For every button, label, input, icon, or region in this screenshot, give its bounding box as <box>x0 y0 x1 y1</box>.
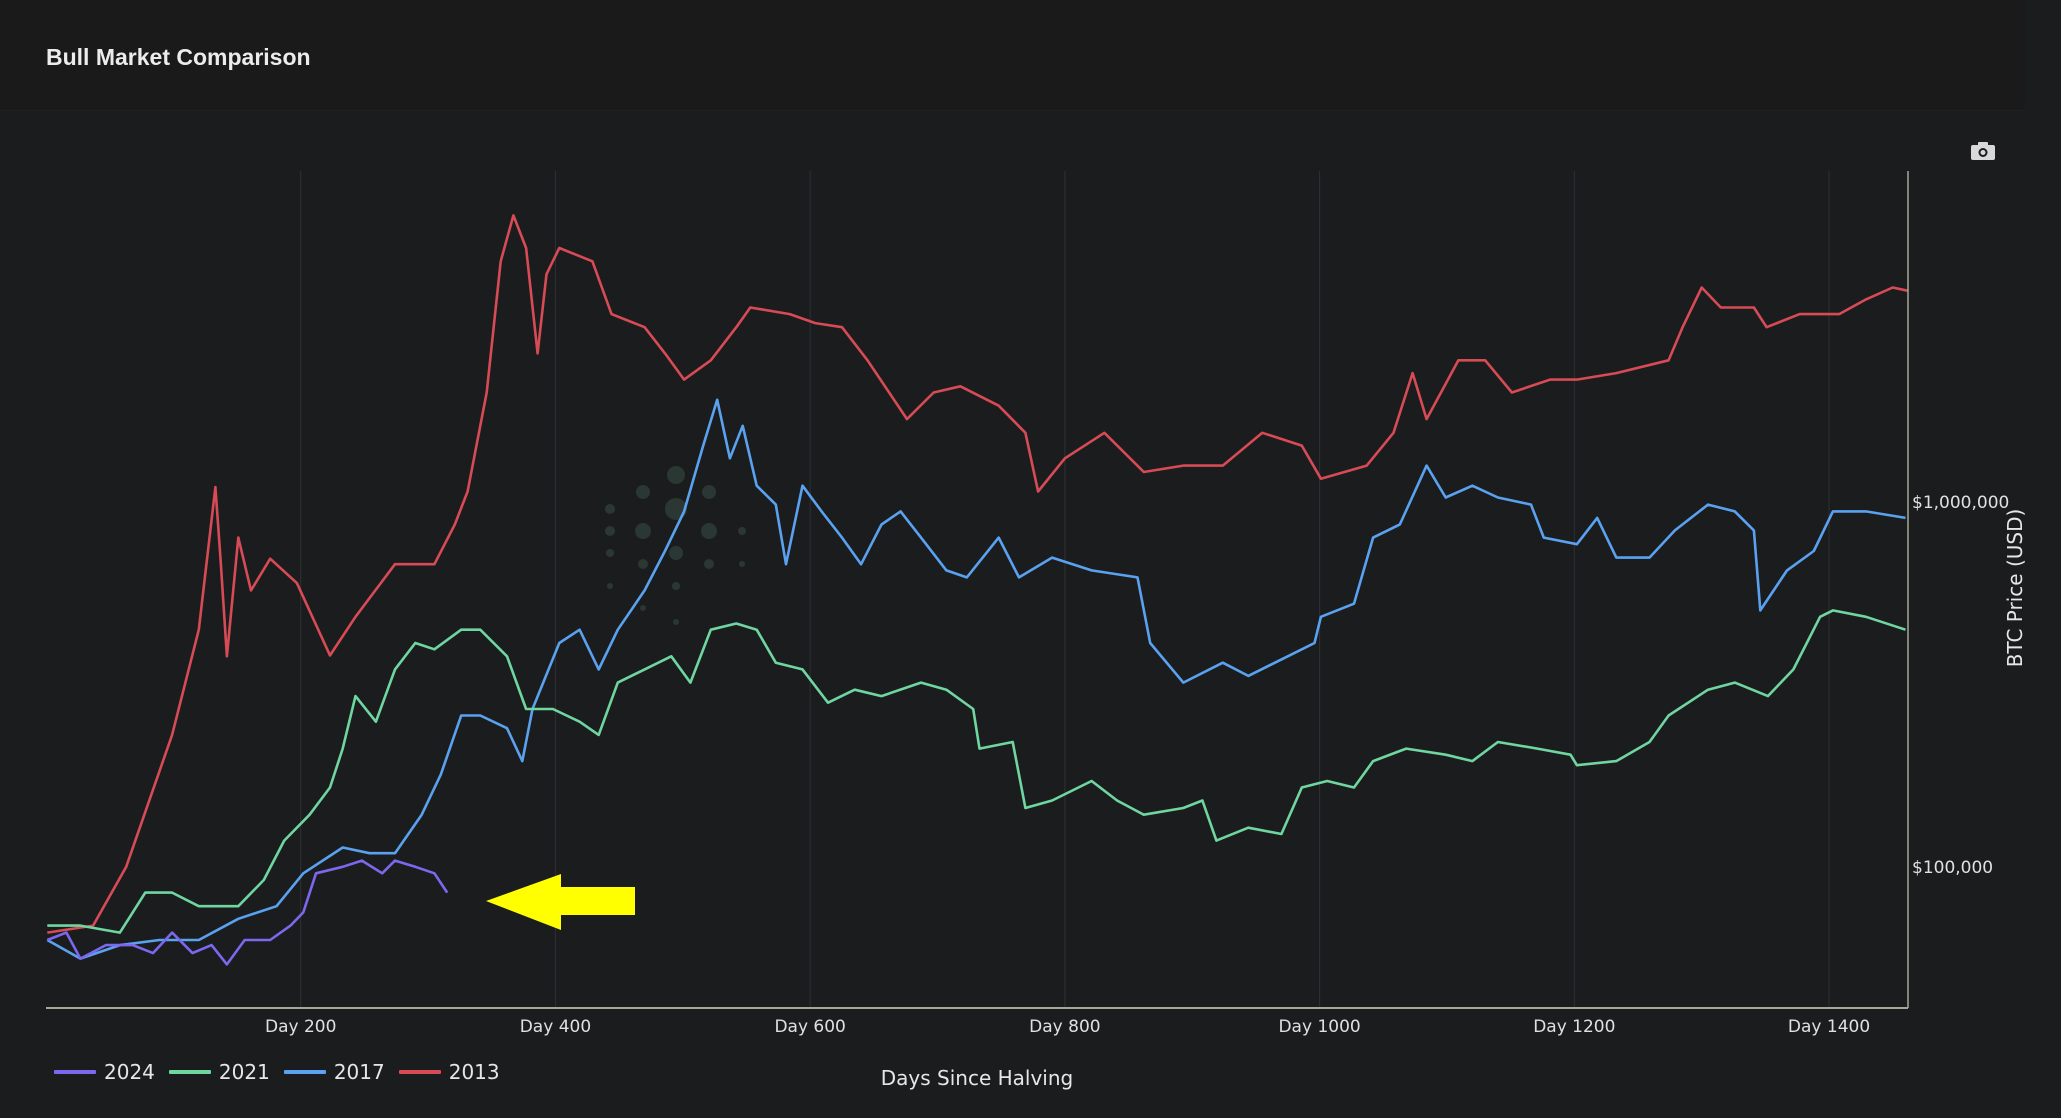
watermark-dot <box>669 546 683 560</box>
chart-header: Bull Market Comparison <box>0 0 2025 111</box>
watermark-logo <box>605 466 746 625</box>
watermark-dot <box>738 527 746 535</box>
x-tick-label: Day 1200 <box>1533 1017 1615 1037</box>
watermark-dot <box>704 559 714 569</box>
x-axis-title: Days Since Halving <box>881 1066 1073 1090</box>
x-tick-label: Day 200 <box>265 1017 336 1037</box>
x-tick-label: Day 400 <box>520 1017 591 1037</box>
y-tick-label: $1,000,000 <box>1912 493 2009 513</box>
watermark-dot <box>635 523 651 539</box>
series-line-2024[interactable] <box>46 859 449 966</box>
watermark-dot <box>739 561 745 567</box>
legend: 2024 2021 2017 2013 <box>54 1060 500 1084</box>
y-tick-label: $100,000 <box>1912 858 1993 878</box>
x-tick-label: Day 1400 <box>1788 1017 1870 1037</box>
watermark-dot <box>640 605 646 611</box>
watermark-dot <box>605 526 615 536</box>
y-axis-title: BTC Price (USD) <box>2003 509 2027 668</box>
watermark-dot <box>672 582 680 590</box>
camera-icon[interactable] <box>1970 141 1996 161</box>
watermark-dot <box>667 466 685 484</box>
legend-swatch <box>283 1070 326 1074</box>
watermark-dot <box>606 549 614 557</box>
watermark-dot <box>638 559 648 569</box>
watermark-dot <box>607 583 613 589</box>
legend-label: 2017 <box>333 1060 385 1084</box>
x-tick-label: Day 800 <box>1029 1017 1100 1037</box>
watermark-dot <box>673 619 679 625</box>
legend-label: 2024 <box>104 1060 155 1084</box>
y-tick-labels: $100,000 $1,000,000 <box>1912 493 2009 878</box>
x-tick-label: Day 1000 <box>1278 1017 1360 1037</box>
series-line-2017[interactable] <box>46 398 1906 960</box>
legend-item-2024[interactable]: 2024 <box>54 1060 155 1084</box>
annotation-arrow <box>486 874 635 930</box>
legend-item-2021[interactable]: 2021 <box>168 1060 270 1084</box>
gridlines <box>300 171 1830 1008</box>
legend-swatch <box>168 1070 211 1074</box>
series-line-2021[interactable] <box>47 609 1906 934</box>
series-lines <box>46 214 1909 966</box>
legend-swatch <box>54 1070 96 1074</box>
series-line-2013[interactable] <box>47 214 1909 934</box>
watermark-dot <box>636 485 650 499</box>
watermark-dot <box>605 504 615 514</box>
legend-item-2013[interactable]: 2013 <box>398 1060 500 1084</box>
watermark-dot <box>701 523 717 539</box>
legend-label: 2013 <box>448 1060 500 1084</box>
legend-label: 2021 <box>218 1060 270 1084</box>
x-tick-label: Day 600 <box>774 1017 845 1037</box>
x-tick-labels: Day 200 Day 400 Day 600 Day 800 Day 1000 Day … <box>265 1017 1870 1037</box>
legend-item-2017[interactable]: 2017 <box>283 1060 385 1084</box>
page-title: Bull Market Comparison <box>46 44 311 70</box>
legend-swatch <box>398 1070 441 1074</box>
watermark-dot <box>702 485 716 499</box>
